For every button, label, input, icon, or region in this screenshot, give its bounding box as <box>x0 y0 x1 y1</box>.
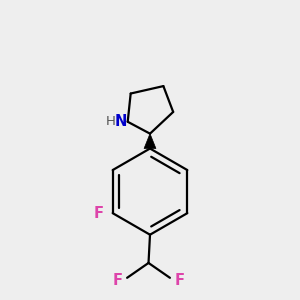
Text: H: H <box>106 115 116 128</box>
Text: F: F <box>113 273 123 288</box>
Text: F: F <box>93 206 103 221</box>
Polygon shape <box>144 134 156 148</box>
Text: F: F <box>174 273 184 288</box>
Text: N: N <box>115 114 128 129</box>
